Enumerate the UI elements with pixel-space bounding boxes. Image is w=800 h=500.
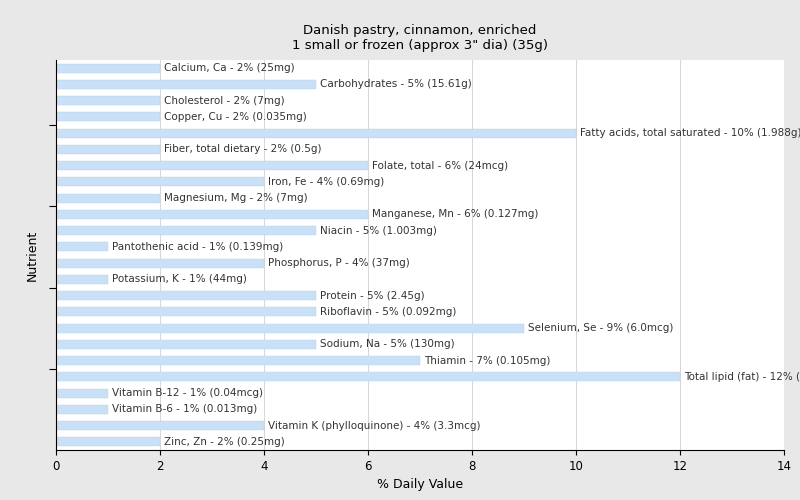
Text: Iron, Fe - 4% (0.69mg): Iron, Fe - 4% (0.69mg) — [268, 177, 385, 187]
Y-axis label: Nutrient: Nutrient — [26, 230, 38, 280]
Text: Pantothenic acid - 1% (0.139mg): Pantothenic acid - 1% (0.139mg) — [112, 242, 283, 252]
Bar — [56, 96, 160, 105]
Text: Thiamin - 7% (0.105mg): Thiamin - 7% (0.105mg) — [424, 356, 550, 366]
Text: Potassium, K - 1% (44mg): Potassium, K - 1% (44mg) — [112, 274, 247, 284]
Bar — [56, 161, 368, 170]
Bar — [56, 226, 316, 235]
Text: Vitamin B-12 - 1% (0.04mcg): Vitamin B-12 - 1% (0.04mcg) — [112, 388, 263, 398]
Bar — [56, 308, 316, 316]
Text: Folate, total - 6% (24mcg): Folate, total - 6% (24mcg) — [372, 160, 508, 170]
Bar — [56, 242, 108, 252]
Text: Vitamin K (phylloquinone) - 4% (3.3mcg): Vitamin K (phylloquinone) - 4% (3.3mcg) — [268, 420, 481, 430]
Bar — [56, 340, 316, 349]
Bar — [56, 80, 316, 89]
Bar — [56, 275, 108, 284]
Bar — [56, 405, 108, 414]
Text: Cholesterol - 2% (7mg): Cholesterol - 2% (7mg) — [164, 96, 285, 106]
Bar — [56, 210, 368, 219]
Bar — [56, 178, 264, 186]
Text: Vitamin B-6 - 1% (0.013mg): Vitamin B-6 - 1% (0.013mg) — [112, 404, 258, 414]
Text: Total lipid (fat) - 12% (7.84g): Total lipid (fat) - 12% (7.84g) — [684, 372, 800, 382]
Bar — [56, 388, 108, 398]
Text: Magnesium, Mg - 2% (7mg): Magnesium, Mg - 2% (7mg) — [164, 193, 308, 203]
Bar — [56, 291, 316, 300]
Text: Selenium, Se - 9% (6.0mcg): Selenium, Se - 9% (6.0mcg) — [528, 323, 674, 333]
Bar — [56, 438, 160, 446]
Bar — [56, 258, 264, 268]
Bar — [56, 128, 576, 138]
Text: Copper, Cu - 2% (0.035mg): Copper, Cu - 2% (0.035mg) — [164, 112, 307, 122]
X-axis label: % Daily Value: % Daily Value — [377, 478, 463, 492]
Text: Phosphorus, P - 4% (37mg): Phosphorus, P - 4% (37mg) — [268, 258, 410, 268]
Text: Niacin - 5% (1.003mg): Niacin - 5% (1.003mg) — [320, 226, 437, 235]
Text: Protein - 5% (2.45g): Protein - 5% (2.45g) — [320, 290, 425, 300]
Bar — [56, 372, 680, 382]
Title: Danish pastry, cinnamon, enriched
1 small or frozen (approx 3" dia) (35g): Danish pastry, cinnamon, enriched 1 smal… — [292, 24, 548, 52]
Bar — [56, 112, 160, 122]
Text: Fatty acids, total saturated - 10% (1.988g): Fatty acids, total saturated - 10% (1.98… — [580, 128, 800, 138]
Bar — [56, 64, 160, 72]
Bar — [56, 194, 160, 202]
Bar — [56, 324, 524, 332]
Text: Calcium, Ca - 2% (25mg): Calcium, Ca - 2% (25mg) — [164, 63, 294, 73]
Bar — [56, 145, 160, 154]
Text: Carbohydrates - 5% (15.61g): Carbohydrates - 5% (15.61g) — [320, 80, 472, 90]
Bar — [56, 421, 264, 430]
Text: Fiber, total dietary - 2% (0.5g): Fiber, total dietary - 2% (0.5g) — [164, 144, 322, 154]
Text: Riboflavin - 5% (0.092mg): Riboflavin - 5% (0.092mg) — [320, 307, 457, 317]
Text: Zinc, Zn - 2% (0.25mg): Zinc, Zn - 2% (0.25mg) — [164, 437, 285, 447]
Text: Manganese, Mn - 6% (0.127mg): Manganese, Mn - 6% (0.127mg) — [372, 210, 538, 220]
Bar — [56, 356, 420, 365]
Text: Sodium, Na - 5% (130mg): Sodium, Na - 5% (130mg) — [320, 340, 454, 349]
